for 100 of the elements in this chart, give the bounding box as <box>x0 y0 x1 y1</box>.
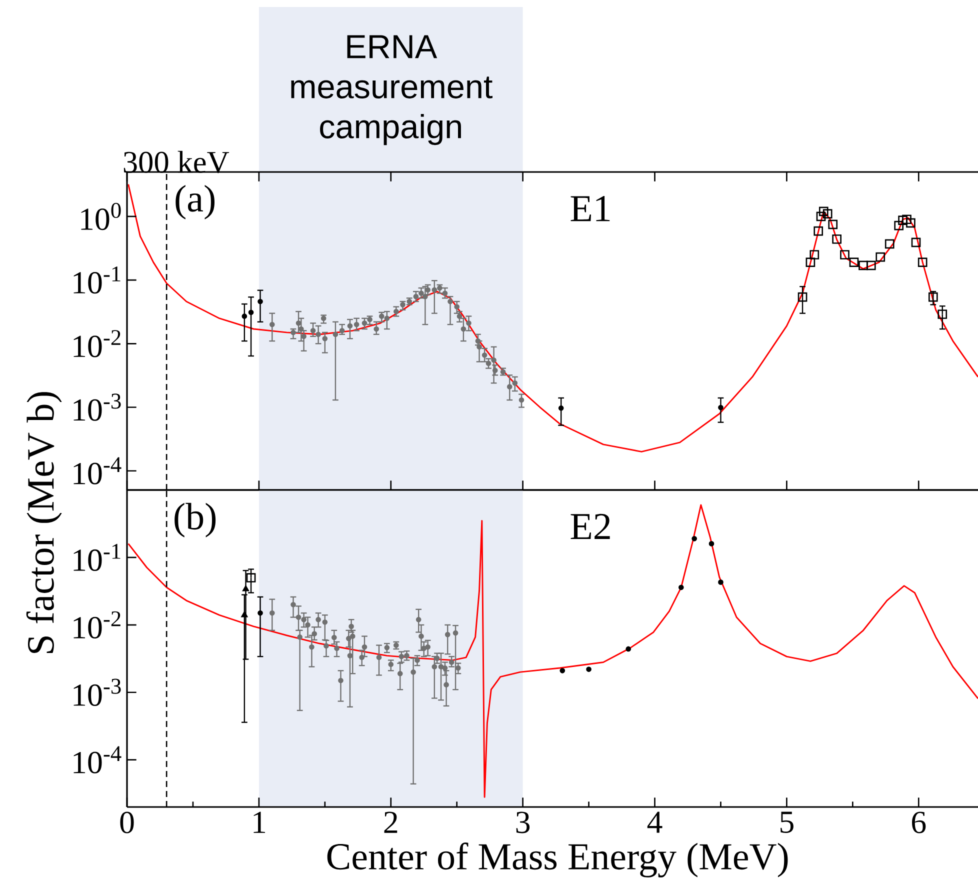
annotation: (a) <box>176 184 214 220</box>
point <box>902 214 912 224</box>
y-tick-label: 10$^{-2}$ <box>74 611 120 639</box>
point <box>425 287 430 293</box>
point <box>301 616 306 622</box>
point <box>810 250 820 260</box>
point <box>388 662 394 668</box>
annotation: (b) <box>174 502 216 538</box>
point <box>806 258 816 267</box>
y-tick-label: 10$^{-4}$ <box>74 457 122 484</box>
y-tick-label: 10$^{-4}$ <box>74 746 122 774</box>
point <box>482 352 488 358</box>
point <box>818 206 828 216</box>
point <box>241 611 248 618</box>
point <box>258 610 263 616</box>
y-axis-title: S factor (MeV b) <box>26 392 62 653</box>
point <box>894 220 904 230</box>
point <box>322 336 328 342</box>
point <box>354 322 360 328</box>
point <box>708 541 714 546</box>
x-tick-label: 0 <box>120 812 134 834</box>
point <box>324 643 329 648</box>
point <box>362 644 368 650</box>
x-tick-label: 1 <box>254 812 266 833</box>
point <box>586 666 592 672</box>
point <box>814 226 824 236</box>
point <box>374 326 380 332</box>
x-axis-title: Center of Mass Energy (MeV) <box>327 842 788 878</box>
point <box>492 368 498 374</box>
y-tick-label: 10$^{-1}$ <box>74 544 120 572</box>
point <box>454 304 460 310</box>
annotation: E1 <box>570 196 610 222</box>
point <box>678 584 684 590</box>
x-tick-label: 3 <box>516 812 530 834</box>
point <box>692 536 698 542</box>
y-tick-label: 10$^{-1}$ <box>74 266 120 294</box>
point <box>938 310 948 319</box>
point <box>444 632 450 638</box>
point <box>331 634 337 640</box>
point <box>626 646 632 652</box>
point <box>416 616 422 622</box>
point <box>322 619 328 625</box>
point <box>928 292 938 302</box>
point <box>911 238 921 248</box>
point <box>346 636 352 642</box>
point <box>347 653 353 658</box>
point <box>347 323 353 329</box>
point <box>393 308 399 314</box>
point <box>832 234 842 244</box>
point <box>400 302 406 308</box>
point <box>384 645 390 650</box>
point <box>442 290 448 296</box>
point <box>290 602 296 608</box>
x-tick-label: 2 <box>384 812 398 833</box>
point <box>560 668 566 674</box>
point <box>410 669 416 675</box>
point <box>718 580 724 585</box>
y-tick-label: 10$^{-2}$ <box>74 330 120 358</box>
point <box>822 209 832 218</box>
point <box>301 334 306 340</box>
x-tick-label: 6 <box>912 812 926 834</box>
point <box>242 314 248 319</box>
point <box>269 610 275 616</box>
point <box>384 316 390 322</box>
x-tick-label: 5 <box>780 812 794 833</box>
point <box>246 573 256 582</box>
point <box>316 332 321 338</box>
point <box>316 616 321 622</box>
point <box>448 660 454 665</box>
line-series <box>128 184 978 452</box>
point <box>338 678 344 684</box>
point <box>418 290 424 296</box>
point <box>898 216 908 225</box>
point <box>906 218 916 228</box>
point <box>248 310 254 316</box>
point <box>512 380 518 386</box>
y-tick-label: 10$^{-3}$ <box>74 394 121 421</box>
point <box>460 326 466 332</box>
point <box>816 212 826 222</box>
point <box>798 292 808 302</box>
point <box>334 646 340 651</box>
point <box>858 260 868 270</box>
point <box>432 664 438 670</box>
point <box>242 585 249 592</box>
point <box>297 634 303 640</box>
point <box>309 644 314 650</box>
point <box>718 404 724 410</box>
point <box>397 670 403 676</box>
band-label: ERNA measurement campaign <box>291 35 492 146</box>
point <box>558 405 564 411</box>
x-tick-label: 4 <box>647 812 662 833</box>
point <box>518 397 524 403</box>
point <box>425 644 430 650</box>
point <box>296 320 302 326</box>
point <box>452 630 458 636</box>
point <box>421 646 427 651</box>
point <box>376 654 382 660</box>
point <box>320 316 326 322</box>
point <box>269 322 275 328</box>
point <box>418 634 424 639</box>
